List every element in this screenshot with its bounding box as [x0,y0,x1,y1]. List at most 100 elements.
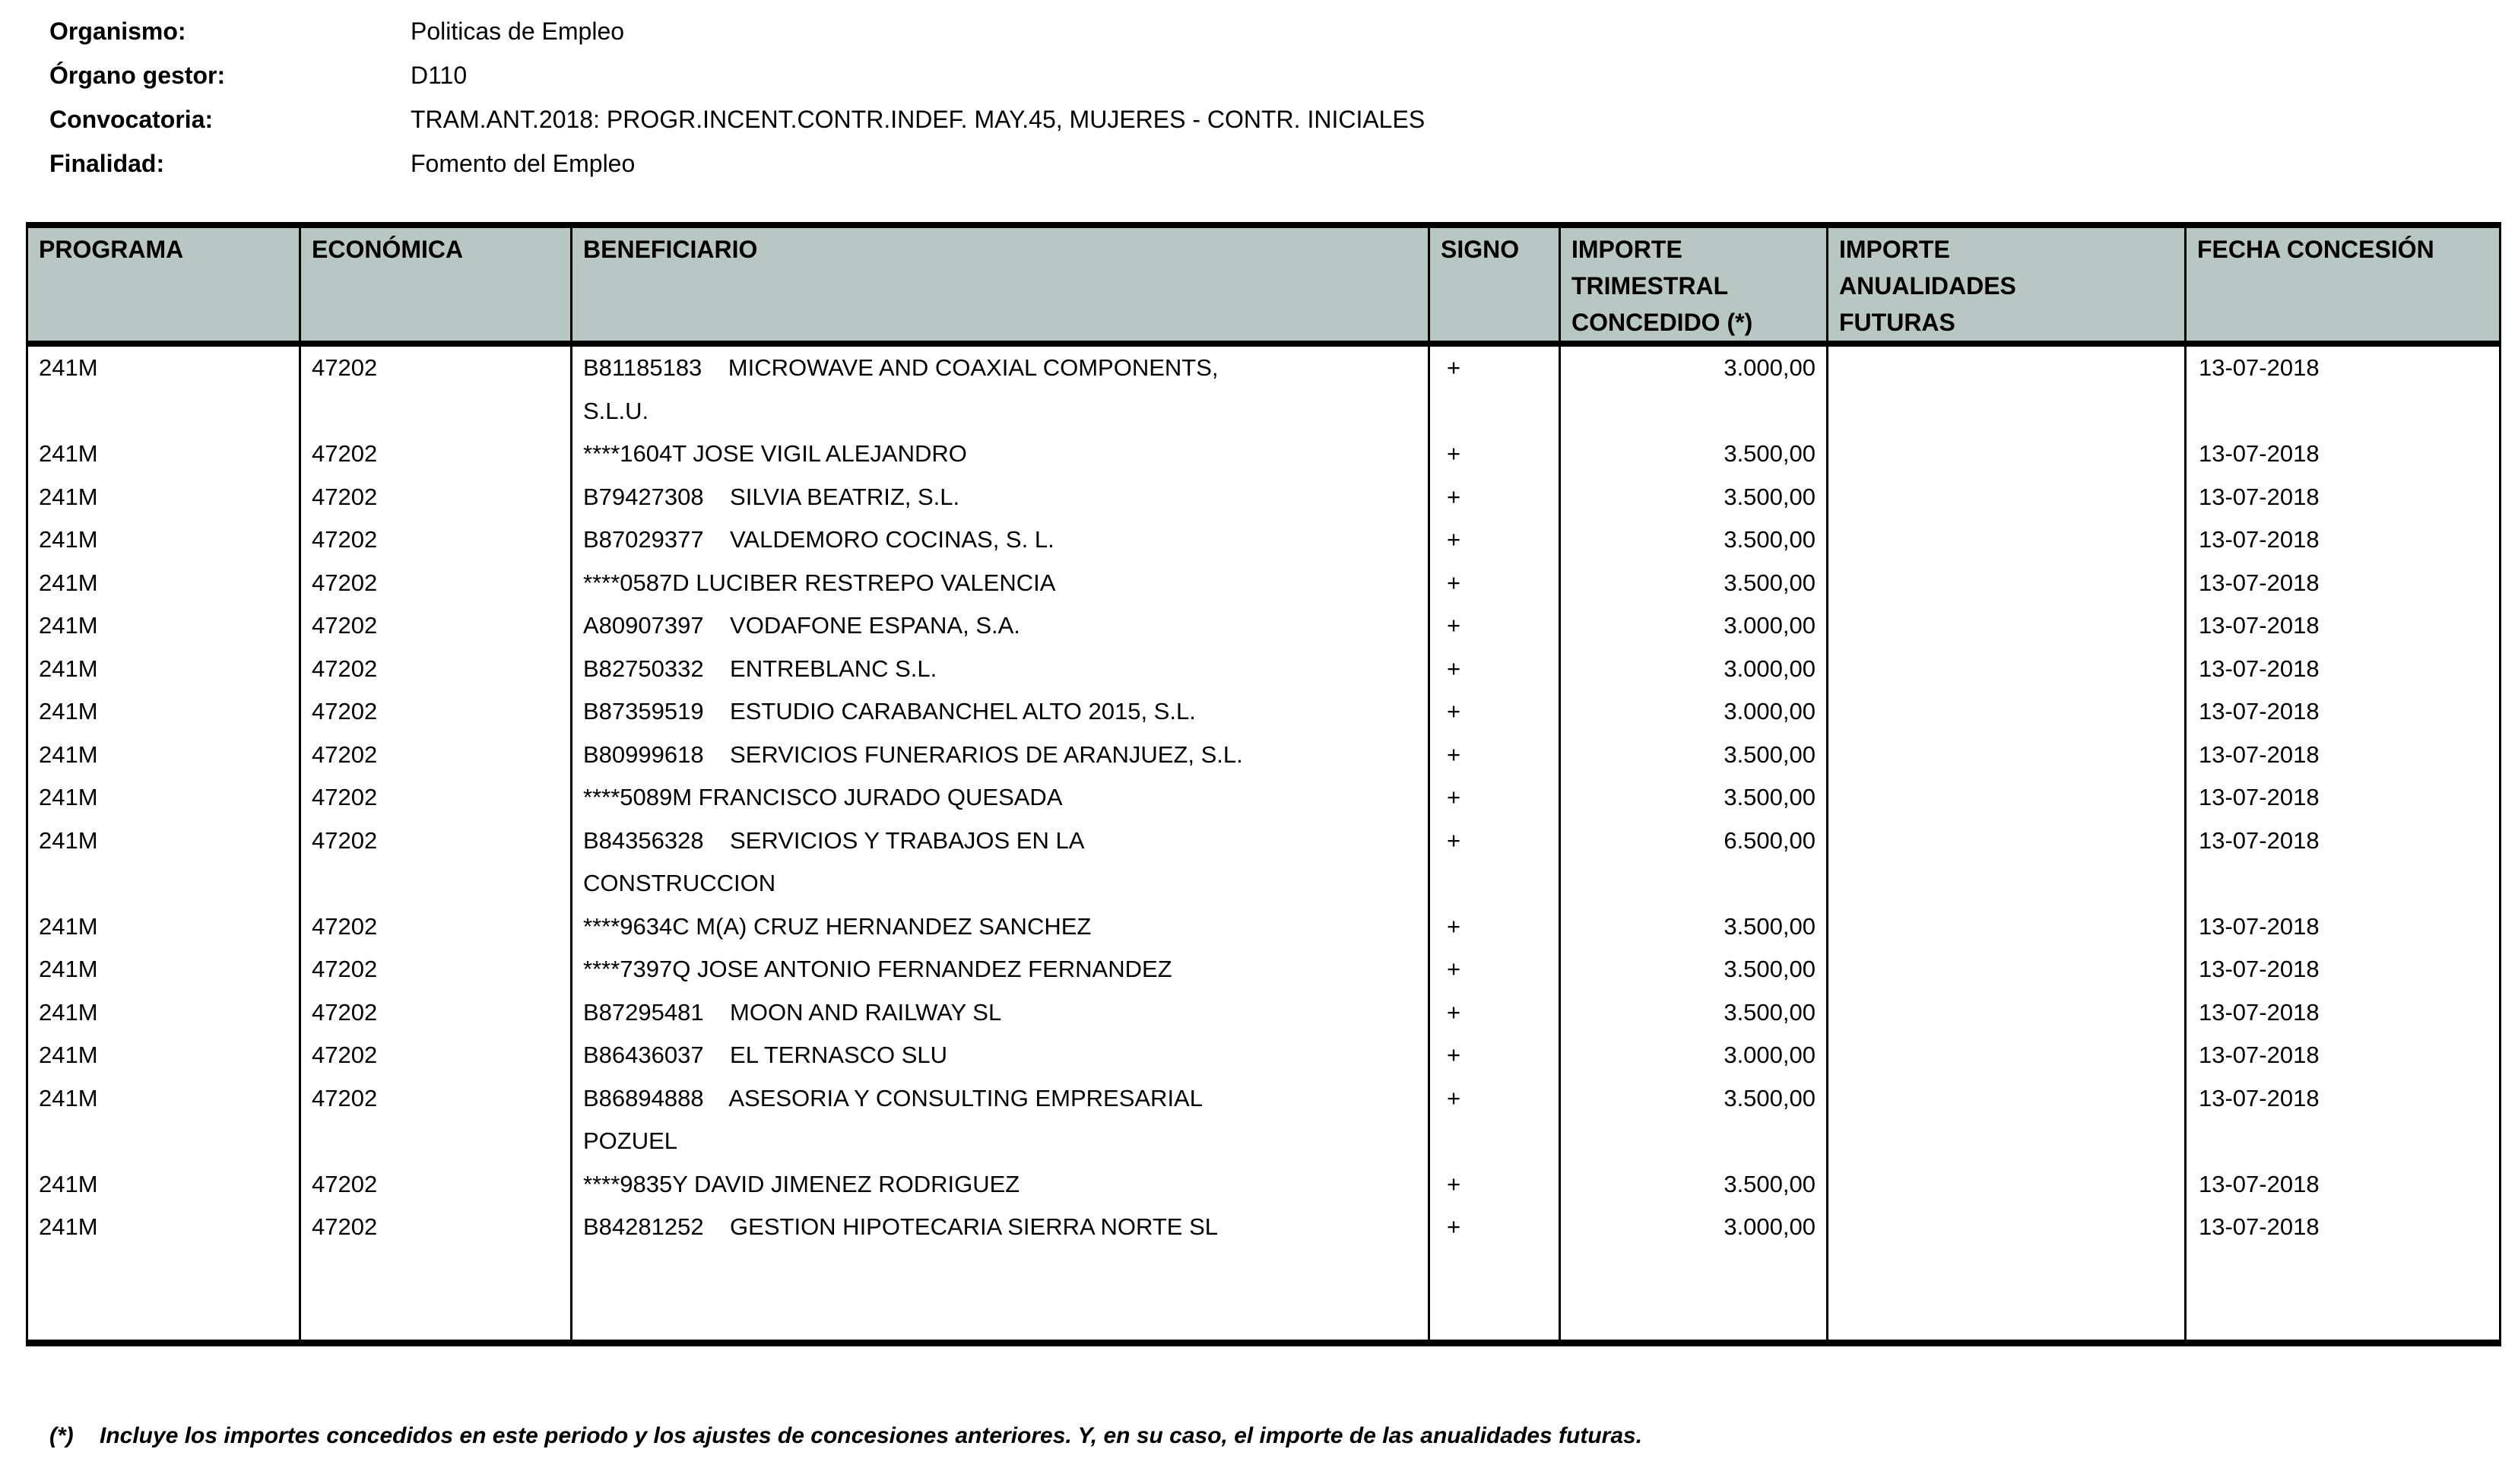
table-row: 241M 47202 ****9835Y DAVID JIMENEZ RODRI… [26,1162,2501,1206]
cell-beneficiario: ****0587D LUCIBER RESTREPO VALENCIA [570,561,1430,604]
cell-importe-trimestral: 3.000,00 [1559,690,1828,734]
table-header: PROGRAMA ECONÓMICA BENEFICIARIO SIGNO IM… [26,225,2501,347]
finalidad-value: Fomento del Empleo [411,150,636,177]
cell-fecha-concesion: 13-07-2018 [2184,1162,2501,1206]
cell-importe-trimestral: 3.500,00 [1559,776,1828,820]
cell-economica: 47202 [299,1206,572,1249]
cell-beneficiario: B86894888 ASESORIA Y CONSULTING EMPRESAR… [570,1077,1430,1163]
cell-fecha-concesion: 13-07-2018 [2184,475,2501,518]
column-header-beneficiario: BENEFICIARIO [570,225,1430,347]
cell-importe-anualidades [1826,561,2187,604]
table-row: 241M 47202 A80907397 VODAFONE ESPANA, S.… [26,604,2501,648]
cell-importe-trimestral: 3.500,00 [1559,475,1828,518]
convocatoria-label: Convocatoria: [49,106,214,133]
organo-gestor-label: Órgano gestor: [49,62,226,89]
cell-importe-anualidades [1826,1077,2187,1163]
cell-beneficiario: ****5089M FRANCISCO JURADO QUESADA [570,776,1430,820]
cell-beneficiario: B81185183 MICROWAVE AND COAXIAL COMPONEN… [570,344,1430,433]
cell-importe-anualidades [1826,1206,2187,1249]
cell-signo: + [1428,475,1561,518]
cell-economica: 47202 [299,518,572,562]
cell-fecha-concesion: 13-07-2018 [2184,733,2501,776]
cell-importe-anualidades [1826,948,2187,991]
cell-fecha-concesion: 13-07-2018 [2184,991,2501,1034]
table-row: 241M 47202 B82750332 ENTREBLANC S.L. + 3… [26,647,2501,690]
table-row: 241M 47202 B86436037 EL TERNASCO SLU + 3… [26,1034,2501,1077]
cell-signo: + [1428,647,1561,690]
cell-beneficiario: B80999618 SERVICIOS FUNERARIOS DE ARANJU… [570,733,1430,776]
cell-economica: 47202 [299,1162,572,1206]
cell-importe-trimestral: 3.500,00 [1559,1077,1828,1163]
cell-economica: 47202 [299,819,572,905]
cell-signo: + [1428,518,1561,562]
cell-fecha-concesion: 13-07-2018 [2184,1206,2501,1249]
cell-programa: 241M [26,433,301,476]
cell-importe-anualidades [1826,776,2187,820]
cell-importe-anualidades [1826,733,2187,776]
organismo-value: Politicas de Empleo [411,17,625,45]
cell-economica: 47202 [299,776,572,820]
table-row: 241M 47202 B79427308 SILVIA BEATRIZ, S.L… [26,475,2501,518]
column-header-importe-trimestral: IMPORTE TRIMESTRAL CONCEDIDO (*) [1559,225,1828,347]
cell-signo: + [1428,690,1561,734]
cell-fecha-concesion: 13-07-2018 [2184,690,2501,734]
cell-signo: + [1428,561,1561,604]
table-row: 241M 47202 B84281252 GESTION HIPOTECARIA… [26,1206,2501,1249]
cell-fecha-concesion: 13-07-2018 [2184,1034,2501,1077]
cell-beneficiario: B82750332 ENTREBLANC S.L. [570,647,1430,690]
cell-fecha-concesion: 13-07-2018 [2184,604,2501,648]
cell-importe-trimestral: 3.000,00 [1559,647,1828,690]
cell-importe-trimestral: 3.500,00 [1559,518,1828,562]
filler-row [26,1248,2501,1343]
column-header-fecha-concesion: FECHA CONCESIÓN [2184,225,2501,347]
filler-cell [1559,1248,1828,1343]
cell-importe-anualidades [1826,344,2187,433]
cell-signo: + [1428,1206,1561,1249]
cell-programa: 241M [26,1206,301,1249]
info-row-organismo: Organismo: Politicas de Empleo [49,9,1425,53]
filler-cell [26,1248,301,1343]
table-row: 241M 47202 B87029377 VALDEMORO COCINAS, … [26,518,2501,562]
table-row: 241M 47202 ****1604T JOSE VIGIL ALEJANDR… [26,433,2501,476]
cell-importe-anualidades [1826,1162,2187,1206]
cell-importe-anualidades [1826,475,2187,518]
cell-programa: 241M [26,948,301,991]
cell-importe-trimestral: 3.500,00 [1559,733,1828,776]
cell-programa: 241M [26,1077,301,1163]
column-header-programa: PROGRAMA [26,225,301,347]
cell-importe-trimestral: 3.500,00 [1559,433,1828,476]
cell-importe-trimestral: 3.000,00 [1559,344,1828,433]
cell-fecha-concesion: 13-07-2018 [2184,948,2501,991]
cell-importe-anualidades [1826,604,2187,648]
cell-signo: + [1428,905,1561,948]
document-header: Organismo: Politicas de Empleo Órgano ges… [49,9,1425,186]
cell-economica: 47202 [299,733,572,776]
cell-programa: 241M [26,518,301,562]
cell-importe-anualidades [1826,690,2187,734]
cell-importe-trimestral: 3.500,00 [1559,561,1828,604]
column-header-economica: ECONÓMICA [299,225,572,347]
cell-beneficiario: B84281252 GESTION HIPOTECARIA SIERRA NOR… [570,1206,1430,1249]
table-row: 241M 47202 ****5089M FRANCISCO JURADO QU… [26,776,2501,820]
cell-fecha-concesion: 13-07-2018 [2184,518,2501,562]
convocatoria-value: TRAM.ANT.2018: PROGR.INCENT.CONTR.INDEF.… [411,106,1425,133]
cell-economica: 47202 [299,948,572,991]
cell-importe-anualidades [1826,647,2187,690]
cell-programa: 241M [26,905,301,948]
cell-signo: + [1428,344,1561,433]
cell-programa: 241M [26,475,301,518]
cell-signo: + [1428,1077,1561,1163]
table-row: 241M 47202 B87295481 MOON AND RAILWAY SL… [26,991,2501,1034]
table-row: 241M 47202 B81185183 MICROWAVE AND COAXI… [26,344,2501,433]
filler-cell [1428,1248,1561,1343]
cell-importe-anualidades [1826,433,2187,476]
cell-beneficiario: B86436037 EL TERNASCO SLU [570,1034,1430,1077]
cell-signo: + [1428,948,1561,991]
cell-economica: 47202 [299,344,572,433]
cell-beneficiario: B87295481 MOON AND RAILWAY SL [570,991,1430,1034]
cell-programa: 241M [26,1034,301,1077]
organismo-label: Organismo: [49,17,186,45]
cell-importe-anualidades [1826,518,2187,562]
cell-beneficiario: B87029377 VALDEMORO COCINAS, S. L. [570,518,1430,562]
cell-importe-trimestral: 3.000,00 [1559,604,1828,648]
